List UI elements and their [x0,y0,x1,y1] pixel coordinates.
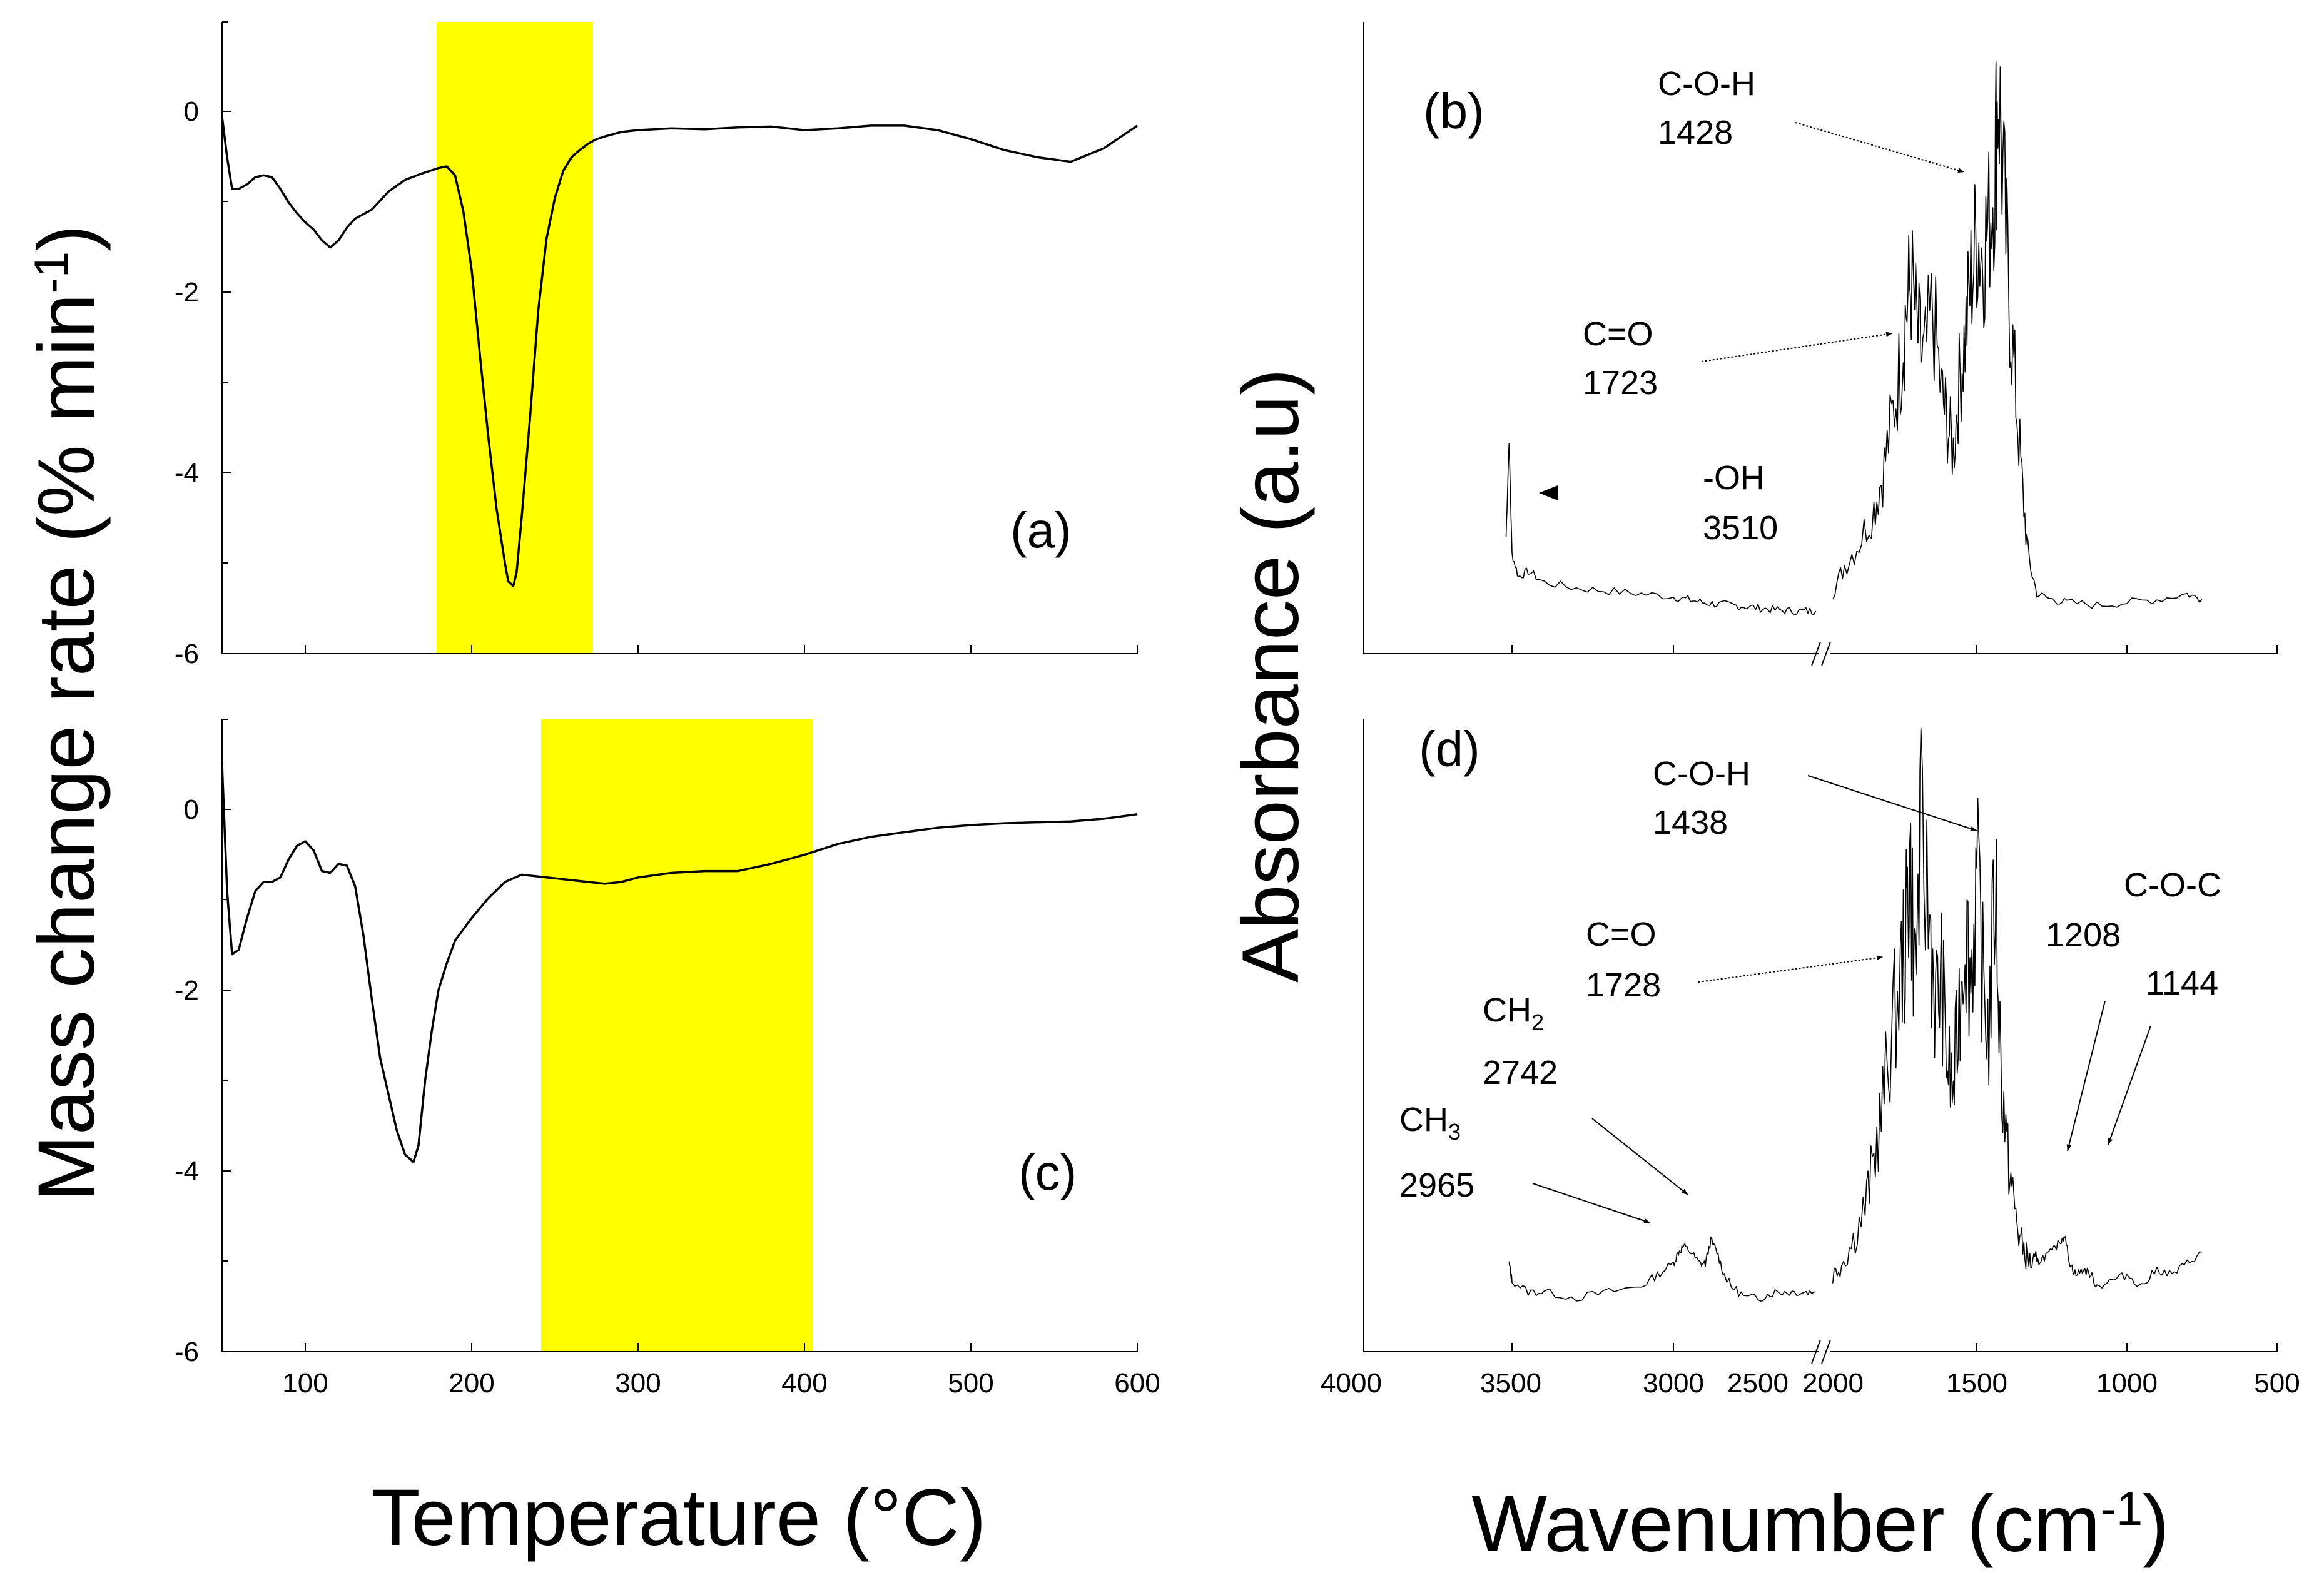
annotation-b-co: C=O 1723 [1583,315,1893,402]
annotation-d-ch2-base: CH [1483,991,1531,1029]
annotation-b-co-arrow [1701,332,1893,362]
annotation-d-ch3-label: CH3 [1399,1101,1461,1145]
annotation-b-oh-label: -OH [1703,459,1765,497]
panel-a: 0 -2 -4 -6 (a) [175,21,1138,669]
panel-d-xtick-label: 1000 [2096,1368,2158,1399]
panel-c-ytick-label: -4 [175,1156,199,1187]
panel-d-axis-break [1821,1339,1831,1364]
annotation-d-coh-label: C-O-H [1653,755,1750,793]
panel-d-xtick-label: 3000 [1643,1368,1704,1399]
annotation-d-co-arrow [1698,955,1884,983]
panel-c-highlight [541,719,813,1352]
annotation-b-coh-label: C-O-H [1658,65,1755,103]
annotation-d-ch2-label: CH2 [1483,991,1544,1035]
panel-b: (b) C-O-H 1428 C=O 1723 -OH 3510 [1363,22,2278,666]
annotation-d-ch2-arrow [1591,1118,1688,1195]
annotation-d-1208-arrow [2066,1000,2106,1152]
annotation-d-ch2-value: 2742 [1483,1054,1558,1091]
panel-c-ytick-label: -6 [175,1337,199,1367]
annotation-b-oh: -OH 3510 [1539,459,1778,547]
y-axis-title-mass-main: Mass change rate (% min [22,293,111,1201]
panel-c-xtick-label: 100 [282,1368,328,1399]
panel-b-xticks [1363,645,2278,654]
panel-d-xtick-label: 2000 [1802,1368,1864,1399]
annotation-d-coc: C-O-C 1208 1144 [2046,866,2221,1152]
panel-c-yticks: 0 -2 -4 -6 [175,719,231,1367]
y-axis-title-mass-change-rate: Mass change rate (% min-1) [22,225,111,1201]
panel-d-xticks: 4000 3500 3000 2500 2000 1500 1000 500 [1321,1343,2300,1399]
panel-d-xtick-label: 1500 [1946,1368,2007,1399]
panel-c: 0 -2 -4 -6 100 200 300 400 500 600 (c) [175,719,1160,1399]
annotation-b-oh-arrowhead [1539,485,1558,500]
x-axis-title-wavenumber-end: ) [2143,1479,2169,1569]
panel-a-ytick-label: -4 [175,458,199,489]
panel-a-xticks [305,645,1138,654]
annotation-d-co-label: C=O [1586,916,1657,953]
panel-a-series-line [221,116,1138,587]
annotation-d-coc-1208: 1208 [2046,916,2121,954]
panel-c-xtick-label: 500 [948,1368,993,1399]
panel-b-label: (b) [1423,83,1484,139]
panel-c-xticks: 100 200 300 400 500 600 [282,1343,1160,1399]
panel-b-axis-break [1811,641,1821,666]
panel-a-ytick-label: -2 [175,277,199,308]
panel-d-series-line [1508,727,2203,1302]
x-axis-title-temperature: Temperature (°C) [372,1473,987,1562]
panel-a-ytick-label: -6 [175,639,199,669]
panel-b-axis-break [1821,641,1831,666]
annotation-d-coc-1144: 1144 [2146,965,2218,1002]
panel-d-xtick-label: 3500 [1480,1368,1541,1399]
annotation-d-ch2-subscript: 2 [1531,1010,1544,1035]
panel-d-xtick-label: 500 [2254,1368,2300,1399]
panel-d-xtick-label: 4000 [1321,1368,1382,1399]
panel-c-series-line [221,764,1138,1163]
annotation-b-coh: C-O-H 1428 [1658,65,1965,173]
panel-c-label: (c) [1018,1145,1077,1200]
annotation-d-co-value: 1728 [1586,966,1661,1004]
y-axis-title-absorbance: Absorbance (a.u) [1226,368,1316,983]
annotation-b-coh-arrow [1795,122,1965,173]
annotation-d-coc-label: C-O-C [2124,866,2221,904]
annotation-d-coh-value: 1438 [1653,804,1728,841]
y-axis-title-mass-sup: -1 [25,251,78,294]
annotation-d-ch2: CH2 2742 [1483,991,1688,1195]
annotation-b-co-value: 1723 [1583,364,1658,402]
annotation-d-ch3-arrow [1532,1183,1651,1223]
panel-c-xtick-label: 600 [1114,1368,1160,1399]
panel-d-axis-break [1811,1339,1821,1364]
x-axis-title-wavenumber-main: Wavenumber (cm [1471,1479,2100,1569]
panel-a-highlight [437,22,593,654]
panel-d-label: (d) [1419,721,1480,777]
annotation-d-1144-arrow [2108,1025,2151,1145]
panel-c-ytick-label: -2 [175,975,199,1006]
panel-a-yticks: 0 -2 -4 -6 [175,21,231,669]
annotation-b-co-label: C=O [1583,315,1653,353]
annotation-d-coh-arrow [1807,775,1977,831]
annotation-d-co: C=O 1728 [1586,916,1884,1004]
panel-c-xtick-label: 200 [449,1368,494,1399]
panel-c-xtick-label: 400 [781,1368,827,1399]
annotation-d-ch3-base: CH [1399,1101,1448,1138]
panel-c-ytick-label: 0 [184,794,199,825]
panel-a-label: (a) [1010,502,1072,558]
annotation-b-oh-value: 3510 [1703,509,1778,547]
panel-a-ytick-label: 0 [184,96,199,127]
panel-d: 4000 3500 3000 2500 2000 1500 1000 500 (… [1321,719,2300,1399]
y-axis-title-mass-end: ) [22,225,111,251]
annotation-b-coh-value: 1428 [1658,114,1733,151]
panel-d-xtick-label: 2500 [1727,1368,1789,1399]
annotation-d-ch3: CH3 2965 [1399,1101,1651,1223]
annotation-d-ch3-value: 2965 [1399,1167,1474,1204]
annotation-d-coh: C-O-H 1438 [1653,755,1977,841]
panel-c-xtick-label: 300 [615,1368,661,1399]
annotation-d-ch3-subscript: 3 [1448,1119,1461,1145]
panel-b-series-line [1505,61,2203,616]
x-axis-title-wavenumber-sup: -1 [2101,1482,2143,1536]
x-axis-title-wavenumber: Wavenumber (cm-1) [1471,1479,2169,1569]
